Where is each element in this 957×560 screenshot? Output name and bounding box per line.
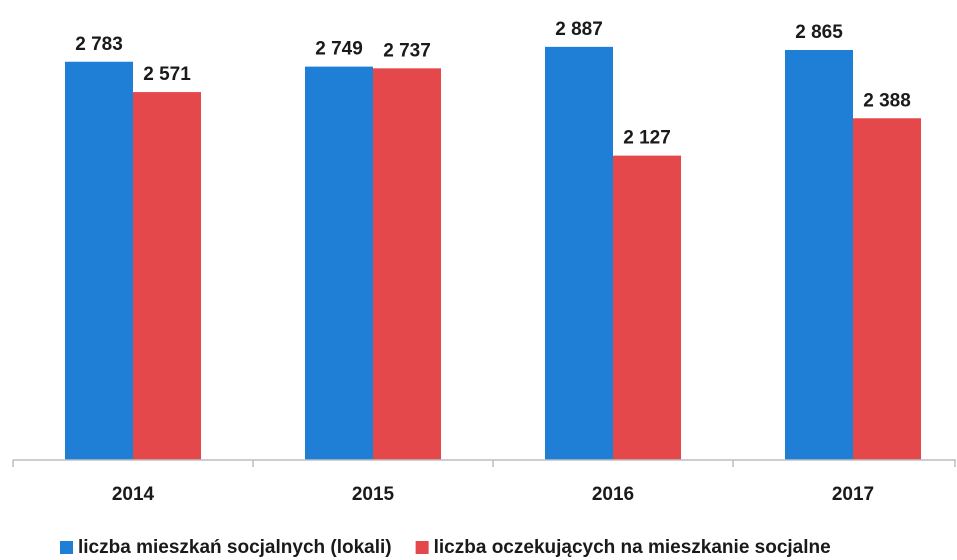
x-tick-label: 2014: [112, 484, 155, 505]
value-label: 2 783: [75, 34, 123, 55]
bar: [785, 50, 853, 461]
value-label: 2 127: [623, 128, 671, 149]
x-tick-label: 2015: [352, 484, 395, 505]
bar: [545, 46, 613, 460]
value-label: 2 887: [555, 19, 603, 40]
bar: [373, 68, 441, 460]
value-label: 2 388: [863, 90, 911, 111]
value-label: 2 737: [383, 40, 431, 61]
bar: [613, 155, 681, 461]
legend-label: liczba oczekujących na mieszkanie socjal…: [434, 537, 831, 558]
x-tick-label: 2017: [832, 484, 874, 505]
value-label: 2 749: [315, 39, 363, 60]
bar: [853, 118, 921, 460]
value-label: 2 571: [143, 64, 191, 85]
legend-swatch: [415, 541, 429, 554]
legend-label: liczba mieszkań socjalnych (lokali): [78, 537, 392, 558]
x-tick-label: 2016: [592, 484, 634, 505]
value-label: 2 865: [795, 22, 843, 43]
legend-swatch: [60, 541, 73, 554]
bar: [305, 66, 373, 461]
bar: [65, 61, 133, 460]
bar: [133, 92, 201, 461]
